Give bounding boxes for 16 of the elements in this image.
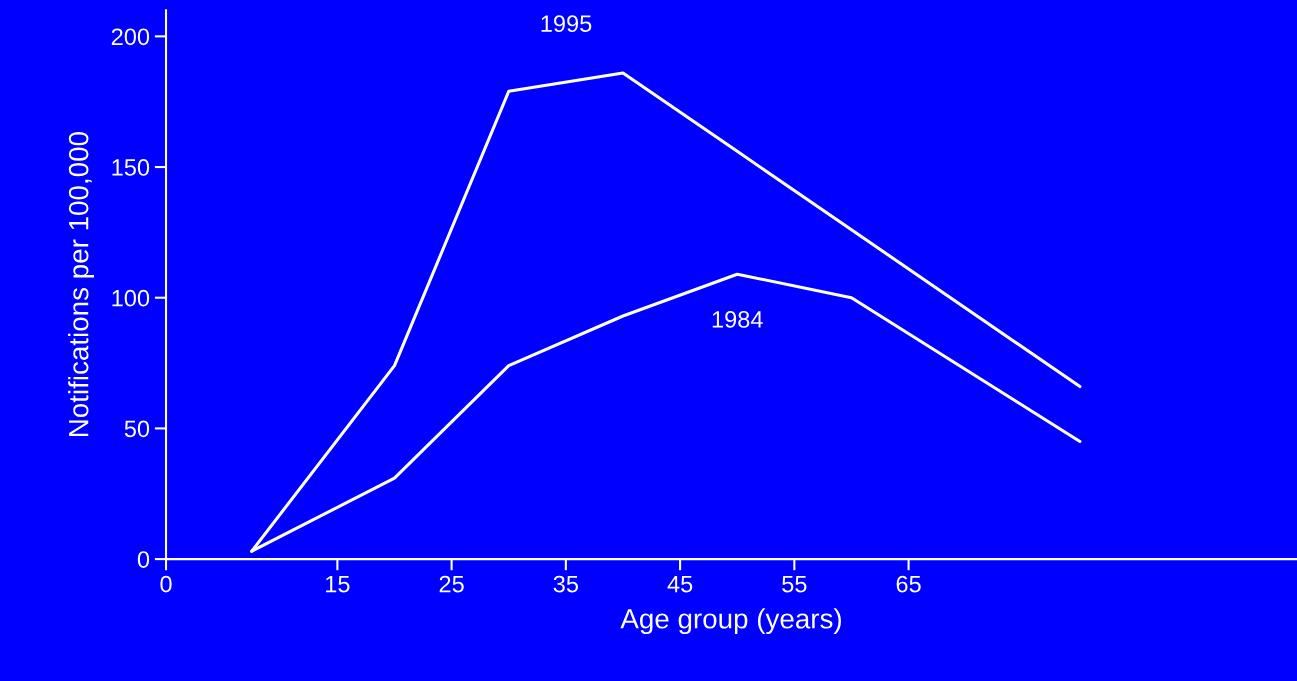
x-tick-label: 35: [553, 575, 578, 593]
y-axis-title: Notifications per 100,000: [68, 132, 94, 437]
x-tick-label: 45: [667, 575, 693, 593]
x-tick-label: 65: [896, 575, 921, 593]
x-tick-label: 0: [160, 575, 172, 593]
y-tick-label: 50: [124, 420, 150, 438]
series-label: 1995: [541, 15, 592, 33]
x-tick-label: 55: [782, 575, 807, 593]
x-axis-title: Age group (years): [620, 608, 841, 635]
y-tick-label: 0: [137, 551, 150, 568]
y-tick-label: 100: [112, 289, 150, 307]
x-tick-label: 15: [326, 575, 350, 593]
y-tick-label: 150: [112, 159, 150, 176]
x-tick-label: 25: [439, 575, 464, 593]
series-label: 1984: [712, 311, 763, 328]
y-tick-label: 200: [111, 28, 150, 46]
